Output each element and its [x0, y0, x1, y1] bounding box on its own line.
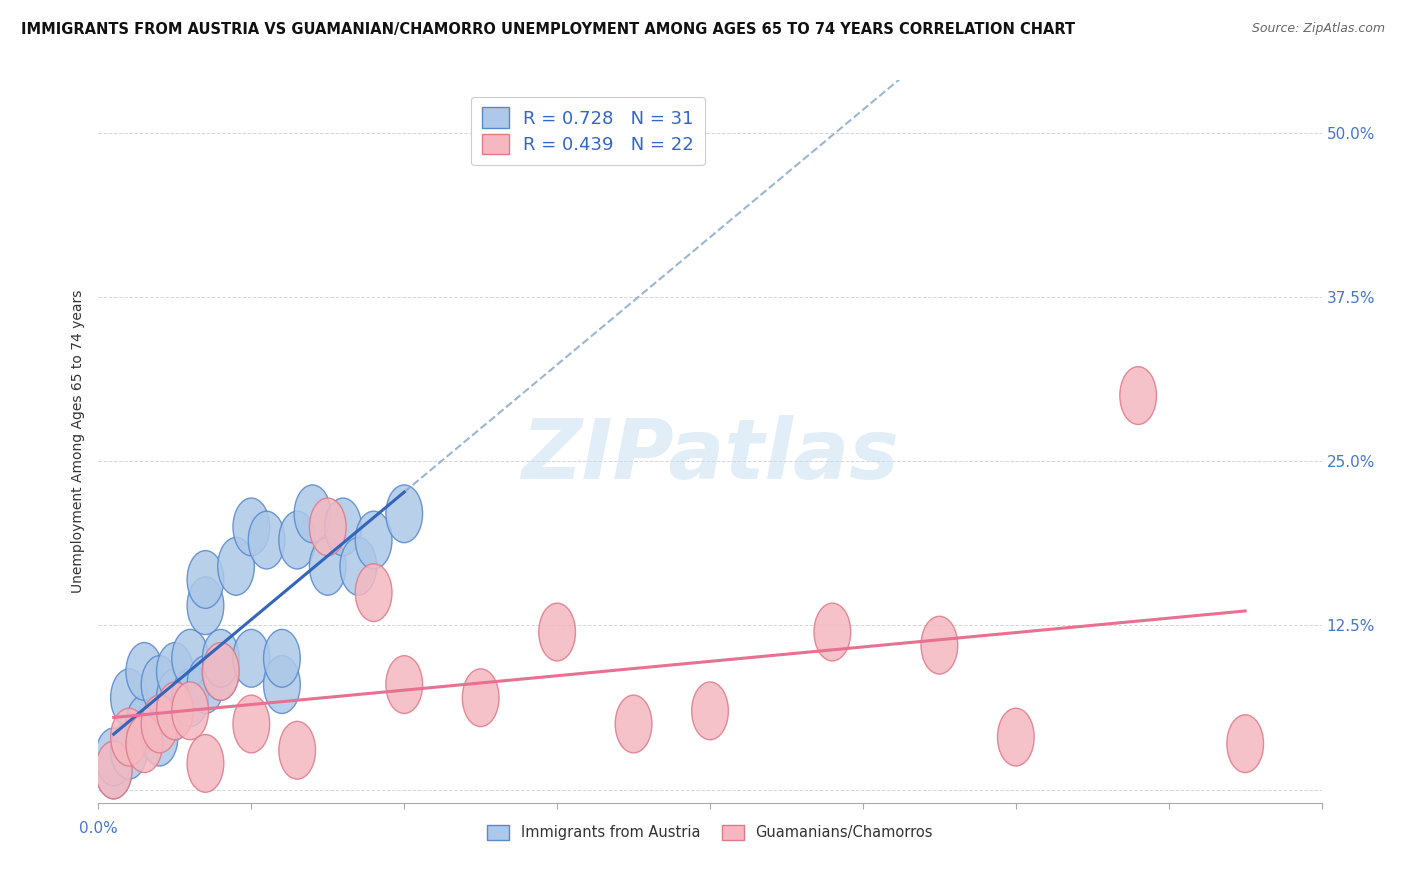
Text: ZIPatlas: ZIPatlas — [522, 416, 898, 497]
Text: Source: ZipAtlas.com: Source: ZipAtlas.com — [1251, 22, 1385, 36]
Text: IMMIGRANTS FROM AUSTRIA VS GUAMANIAN/CHAMORRO UNEMPLOYMENT AMONG AGES 65 TO 74 Y: IMMIGRANTS FROM AUSTRIA VS GUAMANIAN/CHA… — [21, 22, 1076, 37]
Text: 0.0%: 0.0% — [79, 821, 118, 836]
Y-axis label: Unemployment Among Ages 65 to 74 years: Unemployment Among Ages 65 to 74 years — [70, 290, 84, 593]
Legend: Immigrants from Austria, Guamanians/Chamorros: Immigrants from Austria, Guamanians/Cham… — [481, 819, 939, 847]
